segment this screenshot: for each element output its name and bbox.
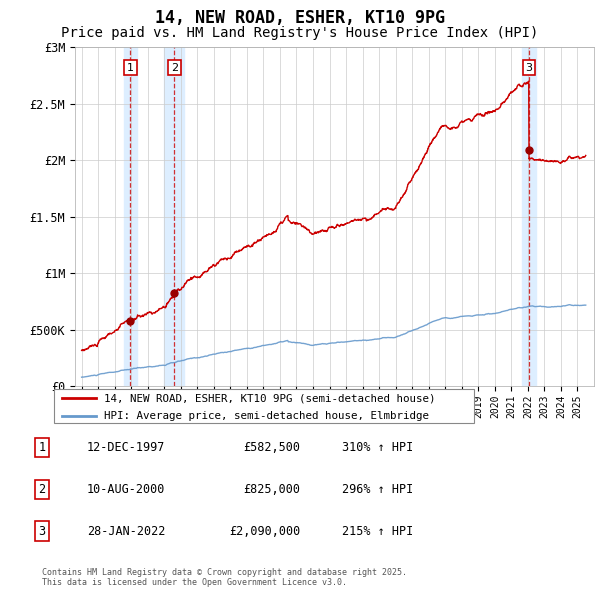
- Text: 2: 2: [38, 483, 46, 496]
- Text: 3: 3: [38, 525, 46, 538]
- Text: 2: 2: [171, 63, 178, 73]
- Text: 215% ↑ HPI: 215% ↑ HPI: [342, 525, 413, 538]
- Text: 3: 3: [526, 63, 533, 73]
- Text: Contains HM Land Registry data © Crown copyright and database right 2025.
This d: Contains HM Land Registry data © Crown c…: [42, 568, 407, 587]
- Text: £582,500: £582,500: [243, 441, 300, 454]
- FancyBboxPatch shape: [54, 389, 474, 423]
- Text: Price paid vs. HM Land Registry's House Price Index (HPI): Price paid vs. HM Land Registry's House …: [61, 26, 539, 40]
- Text: 296% ↑ HPI: 296% ↑ HPI: [342, 483, 413, 496]
- Bar: [164, 47, 184, 386]
- Text: 310% ↑ HPI: 310% ↑ HPI: [342, 441, 413, 454]
- Bar: [521, 47, 536, 386]
- Text: 10-AUG-2000: 10-AUG-2000: [87, 483, 166, 496]
- Text: 28-JAN-2022: 28-JAN-2022: [87, 525, 166, 538]
- Text: 14, NEW ROAD, ESHER, KT10 9PG: 14, NEW ROAD, ESHER, KT10 9PG: [155, 9, 445, 27]
- Text: £825,000: £825,000: [243, 483, 300, 496]
- Bar: [124, 47, 137, 386]
- Text: 12-DEC-1997: 12-DEC-1997: [87, 441, 166, 454]
- Text: 1: 1: [127, 63, 134, 73]
- Text: 1: 1: [38, 441, 46, 454]
- Text: 14, NEW ROAD, ESHER, KT10 9PG (semi-detached house): 14, NEW ROAD, ESHER, KT10 9PG (semi-deta…: [104, 394, 436, 404]
- Text: HPI: Average price, semi-detached house, Elmbridge: HPI: Average price, semi-detached house,…: [104, 411, 430, 421]
- Text: £2,090,000: £2,090,000: [229, 525, 300, 538]
